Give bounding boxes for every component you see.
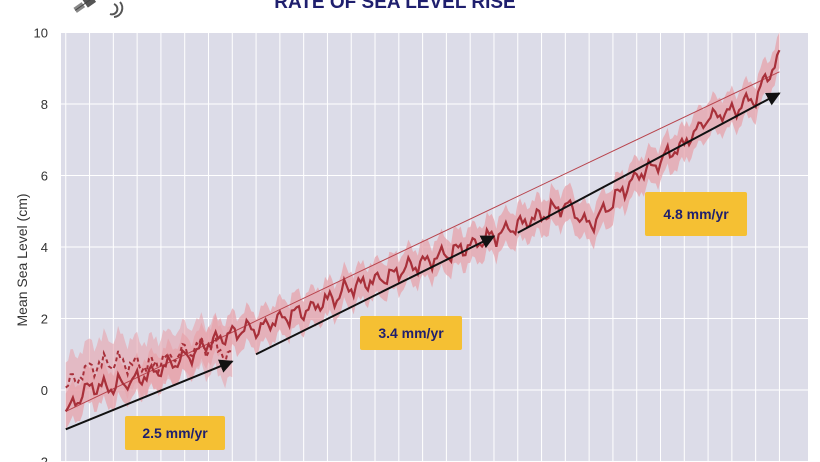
y-tick-label: 4	[41, 240, 48, 255]
rate-arrow	[65, 359, 234, 431]
rate-arrows	[65, 92, 781, 431]
rate-arrow	[517, 92, 781, 234]
signal-waves-icon	[109, 1, 124, 18]
y-axis: -2 0 2 4 6 8 10	[34, 26, 48, 462]
chart-title: RATE OF SEA LEVEL RISE	[274, 0, 515, 13]
y-tick-label: 2	[41, 312, 48, 327]
y-tick-label: 6	[41, 169, 48, 184]
series-line-dashed	[65, 333, 233, 389]
y-axis-label: Mean Sea Level (cm)	[14, 193, 30, 326]
series-line	[64, 49, 781, 412]
trend-line	[65, 71, 780, 412]
y-tick-label: 10	[34, 26, 48, 41]
rate-label: 2.5 mm/yr	[125, 416, 225, 450]
satellite-icon	[73, 0, 104, 13]
rate-arrow	[255, 235, 496, 356]
y-tick-label: 8	[41, 97, 48, 112]
y-tick-label: 0	[41, 383, 48, 398]
y-tick-label: -2	[36, 455, 48, 462]
series-layer	[64, 32, 781, 430]
rate-label: 3.4 mm/yr	[360, 316, 462, 350]
rate-label: 4.8 mm/yr	[645, 192, 747, 236]
